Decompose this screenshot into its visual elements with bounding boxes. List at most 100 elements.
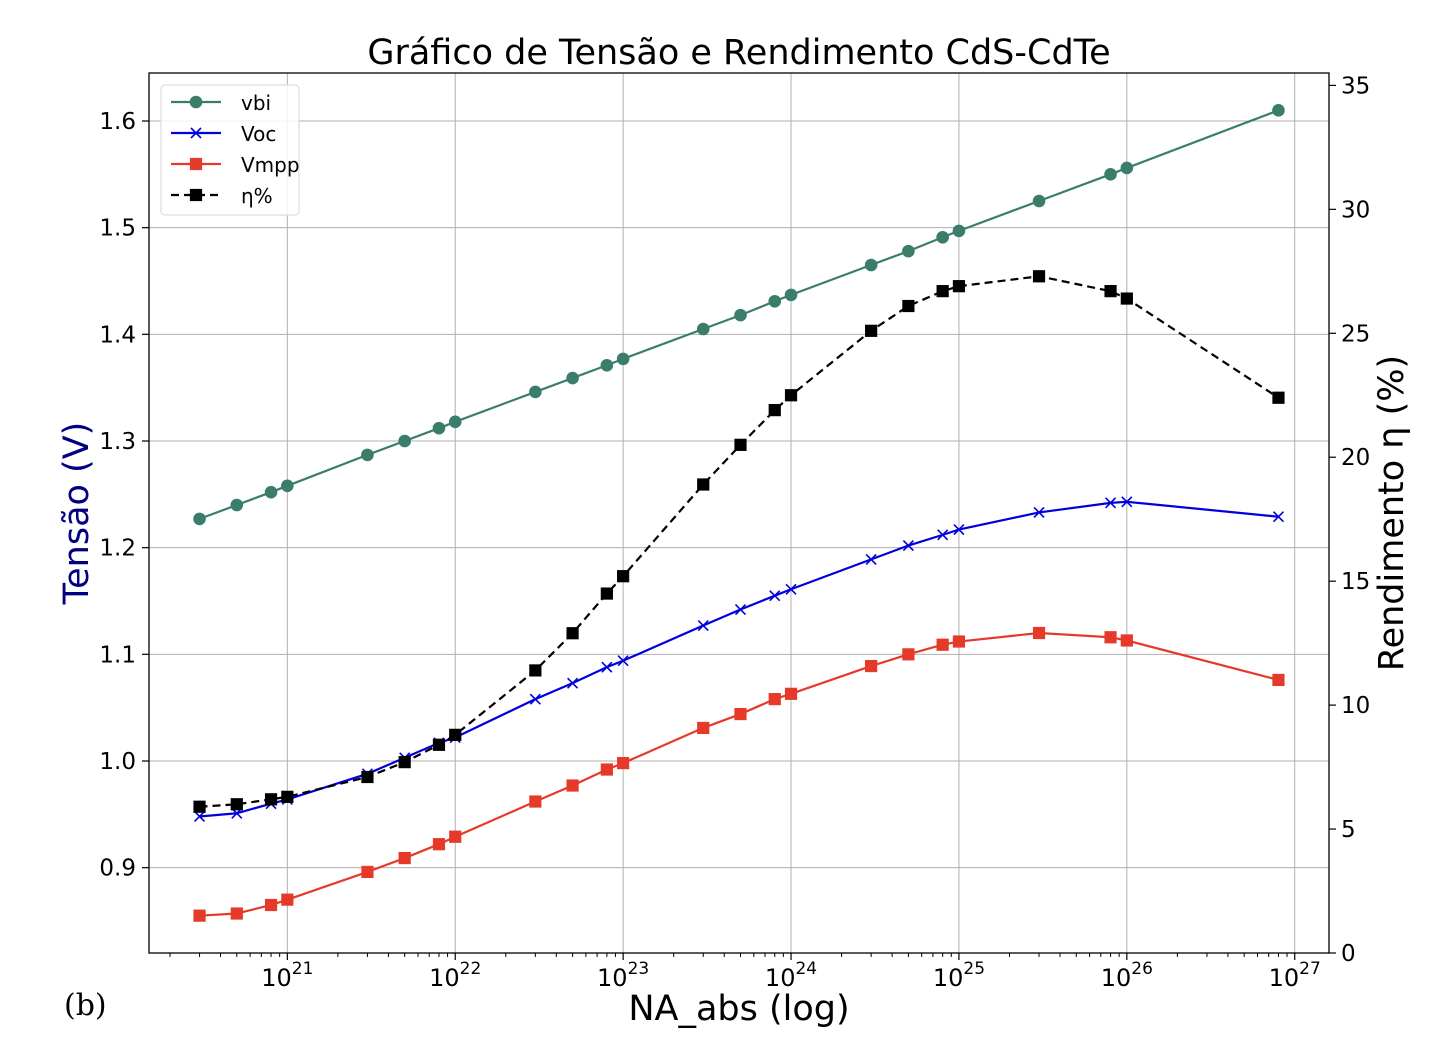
- data-point-vbi: [361, 448, 374, 462]
- data-point-voc: [953, 523, 965, 536]
- chart-title: Gráfico de Tensão e Rendimento CdS-CdTe: [367, 33, 1110, 73]
- data-point-vmpp: [952, 635, 966, 648]
- axis-layer: 1021 1022 1023 1024 1025 1026 10270.91.01.11.2…: [99, 73, 1370, 992]
- data-point-eta: [600, 587, 613, 600]
- data-point-eta: [1104, 285, 1117, 298]
- data-point-vmpp: [449, 830, 462, 843]
- series-line-vbi: [199, 109, 1279, 520]
- marker-stroke: [734, 603, 747, 616]
- data-point-vmpp: [1120, 634, 1133, 647]
- data-point-vbi: [193, 512, 206, 526]
- marker-stroke: [1272, 511, 1285, 523]
- data-point-vmpp: [1032, 626, 1046, 640]
- legend-marker: [190, 127, 202, 139]
- data-point-eta: [398, 756, 411, 769]
- data-point-eta: [1272, 391, 1285, 404]
- data-point-eta: [281, 790, 294, 803]
- legend-item-voc: Voc: [171, 122, 276, 146]
- data-point-vbi: [784, 288, 798, 302]
- data-point-voc: [193, 810, 206, 823]
- data-point-vmpp: [361, 865, 374, 879]
- data-point-vmpp: [1272, 673, 1285, 687]
- data-point-vbi: [902, 244, 915, 258]
- marker-stroke: [865, 553, 877, 565]
- data-point-vmpp: [600, 763, 613, 776]
- data-point-vmpp: [398, 851, 411, 865]
- y-tick-label: 1.2: [99, 536, 136, 562]
- data-point-eta: [432, 738, 446, 751]
- data-point-eta: [784, 389, 798, 402]
- x-tick-label: 1021: [261, 959, 313, 992]
- data-point-vmpp: [281, 893, 294, 906]
- plot-frame: [148, 72, 1330, 954]
- marker-stroke: [601, 661, 613, 673]
- series-line-eta: [199, 275, 1280, 808]
- legend-label: Voc: [241, 122, 276, 146]
- legend-label: η%: [241, 184, 273, 208]
- y-tick-label: 1.6: [99, 109, 136, 135]
- data-point-vmpp: [865, 659, 878, 673]
- y-axis-label-right: Rendimento η (%): [1372, 355, 1412, 671]
- x-tick-label: 1025: [933, 959, 985, 992]
- data-point-vbi: [448, 415, 462, 429]
- data-point-vbi: [1272, 104, 1285, 117]
- data-point-vbi: [616, 352, 630, 366]
- data-point-vbi: [1104, 168, 1117, 181]
- data-point-vmpp: [566, 779, 579, 792]
- marker-stroke: [785, 583, 797, 595]
- data-point-eta: [902, 299, 915, 313]
- y-right-tick-label: 25: [1341, 321, 1370, 347]
- data-point-vbi: [952, 224, 966, 238]
- data-point-eta: [230, 798, 243, 811]
- data-point-voc: [937, 529, 949, 541]
- y-tick-label: 1.1: [99, 642, 136, 668]
- marker-stroke: [567, 677, 579, 689]
- y-axis-label: Tensão (V): [57, 422, 97, 606]
- y-right-tick-label: 35: [1341, 73, 1370, 99]
- data-point-vbi: [768, 294, 782, 308]
- marker-stroke: [190, 127, 202, 139]
- data-point-eta: [264, 793, 278, 806]
- data-point-voc: [1033, 506, 1045, 519]
- data-point-vbi: [566, 371, 579, 385]
- x-tick-label: 1026: [1101, 959, 1153, 992]
- legend-label: Vmpp: [241, 153, 300, 177]
- data-point-vbi: [1032, 194, 1046, 208]
- marker-stroke: [697, 619, 709, 632]
- marker-stroke: [193, 810, 206, 823]
- series-vmpp: [193, 626, 1285, 922]
- data-point-vbi: [281, 479, 294, 493]
- data-point-vmpp: [734, 707, 747, 721]
- data-point-vmpp: [230, 907, 243, 920]
- data-point-voc: [769, 590, 781, 602]
- data-point-vbi: [734, 308, 747, 322]
- marker-stroke: [902, 539, 914, 552]
- panel-label: (b): [64, 988, 107, 1023]
- data-point-voc: [1272, 511, 1285, 523]
- y-tick-label: 1.0: [99, 749, 136, 775]
- data-point-eta: [952, 280, 966, 293]
- data-point-vmpp: [768, 693, 781, 706]
- data-point-eta: [1032, 270, 1046, 283]
- data-point-voc: [785, 583, 797, 595]
- data-point-vbi: [936, 230, 949, 244]
- data-point-vbi: [529, 385, 542, 399]
- data-point-vmpp: [1104, 631, 1117, 644]
- marker-stroke: [769, 590, 781, 602]
- data-point-vmpp: [264, 898, 278, 912]
- x-tick-label: 1024: [765, 959, 817, 992]
- data-point-voc: [567, 677, 579, 689]
- x-tick-label: 1027: [1269, 959, 1321, 992]
- data-point-voc: [1104, 497, 1117, 509]
- marker-stroke: [529, 693, 541, 705]
- data-point-voc: [734, 603, 747, 616]
- legend-item-vmpp: Vmpp: [171, 153, 300, 177]
- data-point-voc: [902, 539, 914, 552]
- data-point-vbi: [264, 485, 278, 499]
- legend-item-eta: η%: [171, 184, 273, 208]
- y-right-tick-label: 15: [1341, 569, 1370, 595]
- y-tick-label: 1.3: [99, 429, 136, 455]
- data-point-voc: [697, 619, 709, 632]
- data-point-vmpp: [617, 757, 630, 770]
